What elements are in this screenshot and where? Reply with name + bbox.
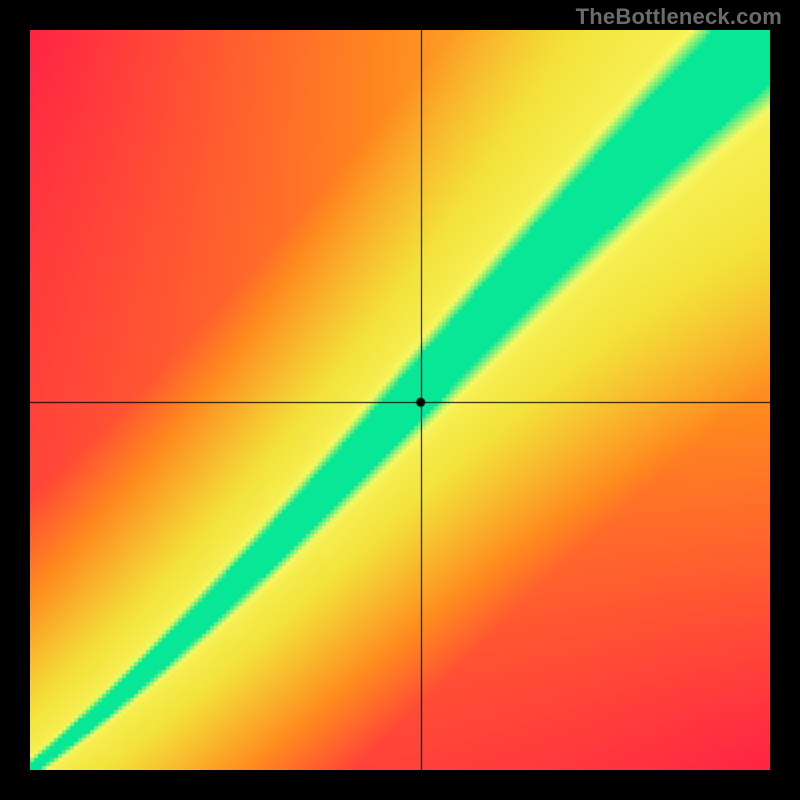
bottleneck-heatmap	[30, 30, 770, 770]
chart-container: TheBottleneck.com	[0, 0, 800, 800]
watermark-text: TheBottleneck.com	[576, 4, 782, 30]
